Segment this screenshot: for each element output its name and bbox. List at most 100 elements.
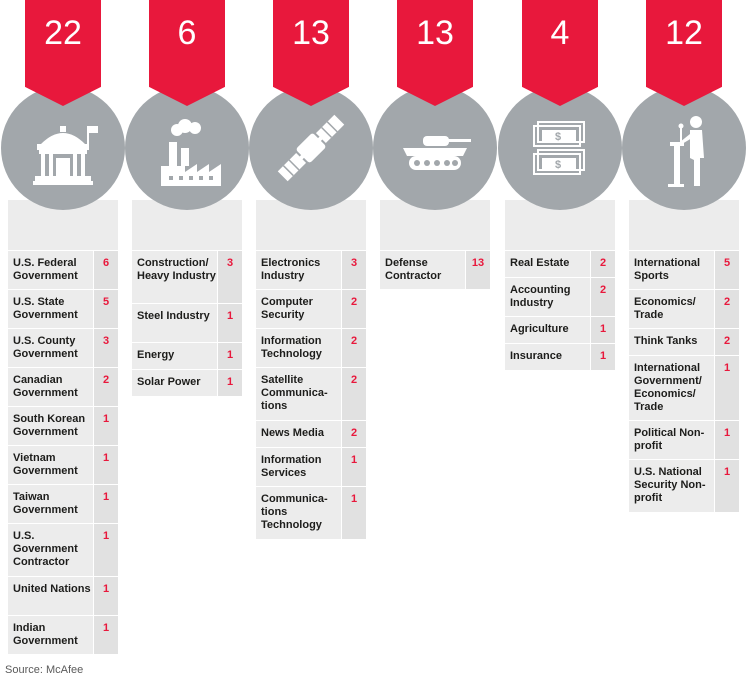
table-row: Solar Power 1 (132, 369, 242, 396)
table-row: U.S. County Government 3 (8, 328, 118, 367)
row-label: Defense Contractor (380, 251, 465, 289)
table-row: United Nations 1 (8, 576, 118, 615)
row-value: 5 (93, 290, 118, 328)
total-value: 4 (550, 14, 570, 52)
breakdown-table: Defense Contractor 13 (380, 200, 490, 289)
row-value: 1 (93, 485, 118, 523)
row-label: Construction/ Heavy Industry (132, 251, 217, 303)
table-row: Construction/ Heavy Industry 3 (132, 250, 242, 303)
row-value: 1 (590, 344, 615, 370)
row-label: U.S. National Security Non-profit (629, 460, 714, 512)
satellite-icon (249, 86, 373, 210)
total-banner: 4 (522, 0, 598, 106)
row-value: 2 (714, 290, 739, 328)
row-value: 1 (341, 487, 366, 539)
row-value: 1 (714, 356, 739, 420)
svg-text:$: $ (555, 131, 561, 143)
total-banner: 13 (273, 0, 349, 106)
row-label: U.S. Government Contractor (8, 524, 93, 576)
row-value: 3 (341, 251, 366, 289)
table-row: U.S. Government Contractor 1 (8, 523, 118, 576)
row-label: Political Non-profit (629, 421, 714, 459)
table-row: Electronics Industry 3 (256, 250, 366, 289)
row-label: U.S. State Government (8, 290, 93, 328)
row-value: 1 (217, 343, 242, 369)
table-row: Agriculture 1 (505, 316, 615, 343)
table-row: Insurance 1 (505, 343, 615, 370)
row-value: 1 (93, 407, 118, 445)
row-value: 1 (714, 460, 739, 512)
row-label: International Sports (629, 251, 714, 289)
row-value: 2 (714, 329, 739, 355)
row-label: News Media (256, 421, 341, 447)
row-label: Electronics Industry (256, 251, 341, 289)
row-label: Agriculture (505, 317, 590, 343)
table-row: U.S. National Security Non-profit 1 (629, 459, 739, 512)
table-row: U.S. Federal Government 6 (8, 250, 118, 289)
row-label: Canadian Government (8, 368, 93, 406)
table-row: Vietnam Government 1 (8, 445, 118, 484)
total-banner: 13 (397, 0, 473, 106)
total-banner: 22 (25, 0, 101, 106)
table-row: South Korean Government 1 (8, 406, 118, 445)
source-note: Source: McAfee (5, 664, 84, 676)
breakdown-table: International Sports 5 Economics/ Trade 2 Th… (629, 200, 739, 512)
table-row: Economics/ Trade 2 (629, 289, 739, 328)
table-row: International Government/ Economics/ Tra… (629, 355, 739, 420)
money-icon: $ $ (498, 86, 622, 210)
row-label: International Government/ Economics/ Tra… (629, 356, 714, 420)
table-row: Information Technology 2 (256, 328, 366, 367)
table-row: Think Tanks 2 (629, 328, 739, 355)
row-label: Computer Security (256, 290, 341, 328)
svg-text:$: $ (555, 159, 561, 171)
row-label: U.S. County Government (8, 329, 93, 367)
row-value: 1 (93, 616, 118, 654)
total-value: 6 (177, 14, 197, 52)
row-label: Vietnam Government (8, 446, 93, 484)
table-row: Communica-tions Technology 1 (256, 486, 366, 539)
table-row: Canadian Government 2 (8, 367, 118, 406)
total-value: 13 (292, 14, 330, 52)
government-building-icon (1, 86, 125, 210)
row-value: 2 (341, 290, 366, 328)
total-banner: 12 (646, 0, 722, 106)
row-value: 6 (93, 251, 118, 289)
total-value: 22 (44, 14, 82, 52)
breakdown-table: Electronics Industry 3 Computer Security 2 I… (256, 200, 366, 539)
row-label: Economics/ Trade (629, 290, 714, 328)
row-value: 1 (93, 524, 118, 576)
tank-icon (373, 86, 497, 210)
row-value: 1 (590, 317, 615, 343)
table-row: U.S. State Government 5 (8, 289, 118, 328)
row-label: Information Services (256, 448, 341, 486)
row-value: 3 (93, 329, 118, 367)
row-value: 2 (341, 329, 366, 367)
table-row: Information Services 1 (256, 447, 366, 486)
row-label: South Korean Government (8, 407, 93, 445)
table-row: Energy 1 (132, 342, 242, 369)
row-value: 1 (714, 421, 739, 459)
row-label: United Nations (8, 577, 93, 615)
total-value: 12 (665, 14, 703, 52)
row-label: Indian Government (8, 616, 93, 654)
row-value: 1 (341, 448, 366, 486)
row-label: Communica-tions Technology (256, 487, 341, 539)
row-label: Steel Industry (132, 304, 217, 342)
row-label: Satellite Communica-tions (256, 368, 341, 420)
table-row: Real Estate 2 (505, 250, 615, 277)
row-value: 2 (590, 278, 615, 316)
row-value: 5 (714, 251, 739, 289)
table-row: News Media 2 (256, 420, 366, 447)
factory-icon (125, 86, 249, 210)
table-row: Accounting Industry 2 (505, 277, 615, 316)
total-value: 13 (416, 14, 454, 52)
row-value: 2 (341, 421, 366, 447)
row-value: 1 (93, 577, 118, 615)
table-row: Taiwan Government 1 (8, 484, 118, 523)
row-value: 1 (217, 370, 242, 396)
row-label: Energy (132, 343, 217, 369)
table-row: Satellite Communica-tions 2 (256, 367, 366, 420)
speaker-podium-icon (622, 86, 746, 210)
total-banner: 6 (149, 0, 225, 106)
row-label: Think Tanks (629, 329, 714, 355)
